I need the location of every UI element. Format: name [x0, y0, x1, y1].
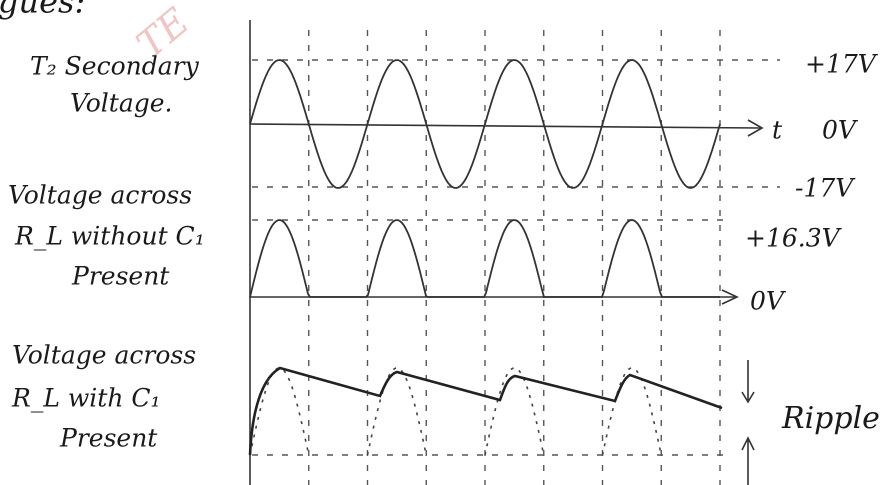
- panel-label: Voltage.: [70, 89, 173, 118]
- level-label: +16.3V: [745, 224, 843, 253]
- wave-stroke: [603, 368, 661, 455]
- wave-stroke: [250, 368, 722, 455]
- axis-label: t: [772, 116, 783, 145]
- panel-label: T₂ Secondary: [30, 52, 200, 81]
- panel-label: Voltage across: [12, 341, 196, 370]
- level-label: +17V: [805, 50, 879, 79]
- page-heading: gues:: [0, 0, 85, 21]
- panel-label: Present: [71, 262, 170, 291]
- panel-label: R_L with C₁: [11, 384, 161, 413]
- diagram: gues: TE T₂ Secondary Voltage. +17V 0V -…: [0, 0, 885, 485]
- ripple-label: Ripple: [781, 401, 880, 436]
- level-label: -17V: [795, 174, 856, 203]
- waveforms: [250, 20, 780, 485]
- level-label: 0V: [822, 116, 859, 145]
- panel-label: Present: [59, 424, 158, 453]
- panel-label: Voltage across: [8, 181, 192, 210]
- panel-label: R_L without C₁: [14, 222, 205, 251]
- wave-stroke: [250, 368, 308, 455]
- level-label: 0V: [750, 287, 787, 316]
- wave-stroke: [368, 368, 426, 455]
